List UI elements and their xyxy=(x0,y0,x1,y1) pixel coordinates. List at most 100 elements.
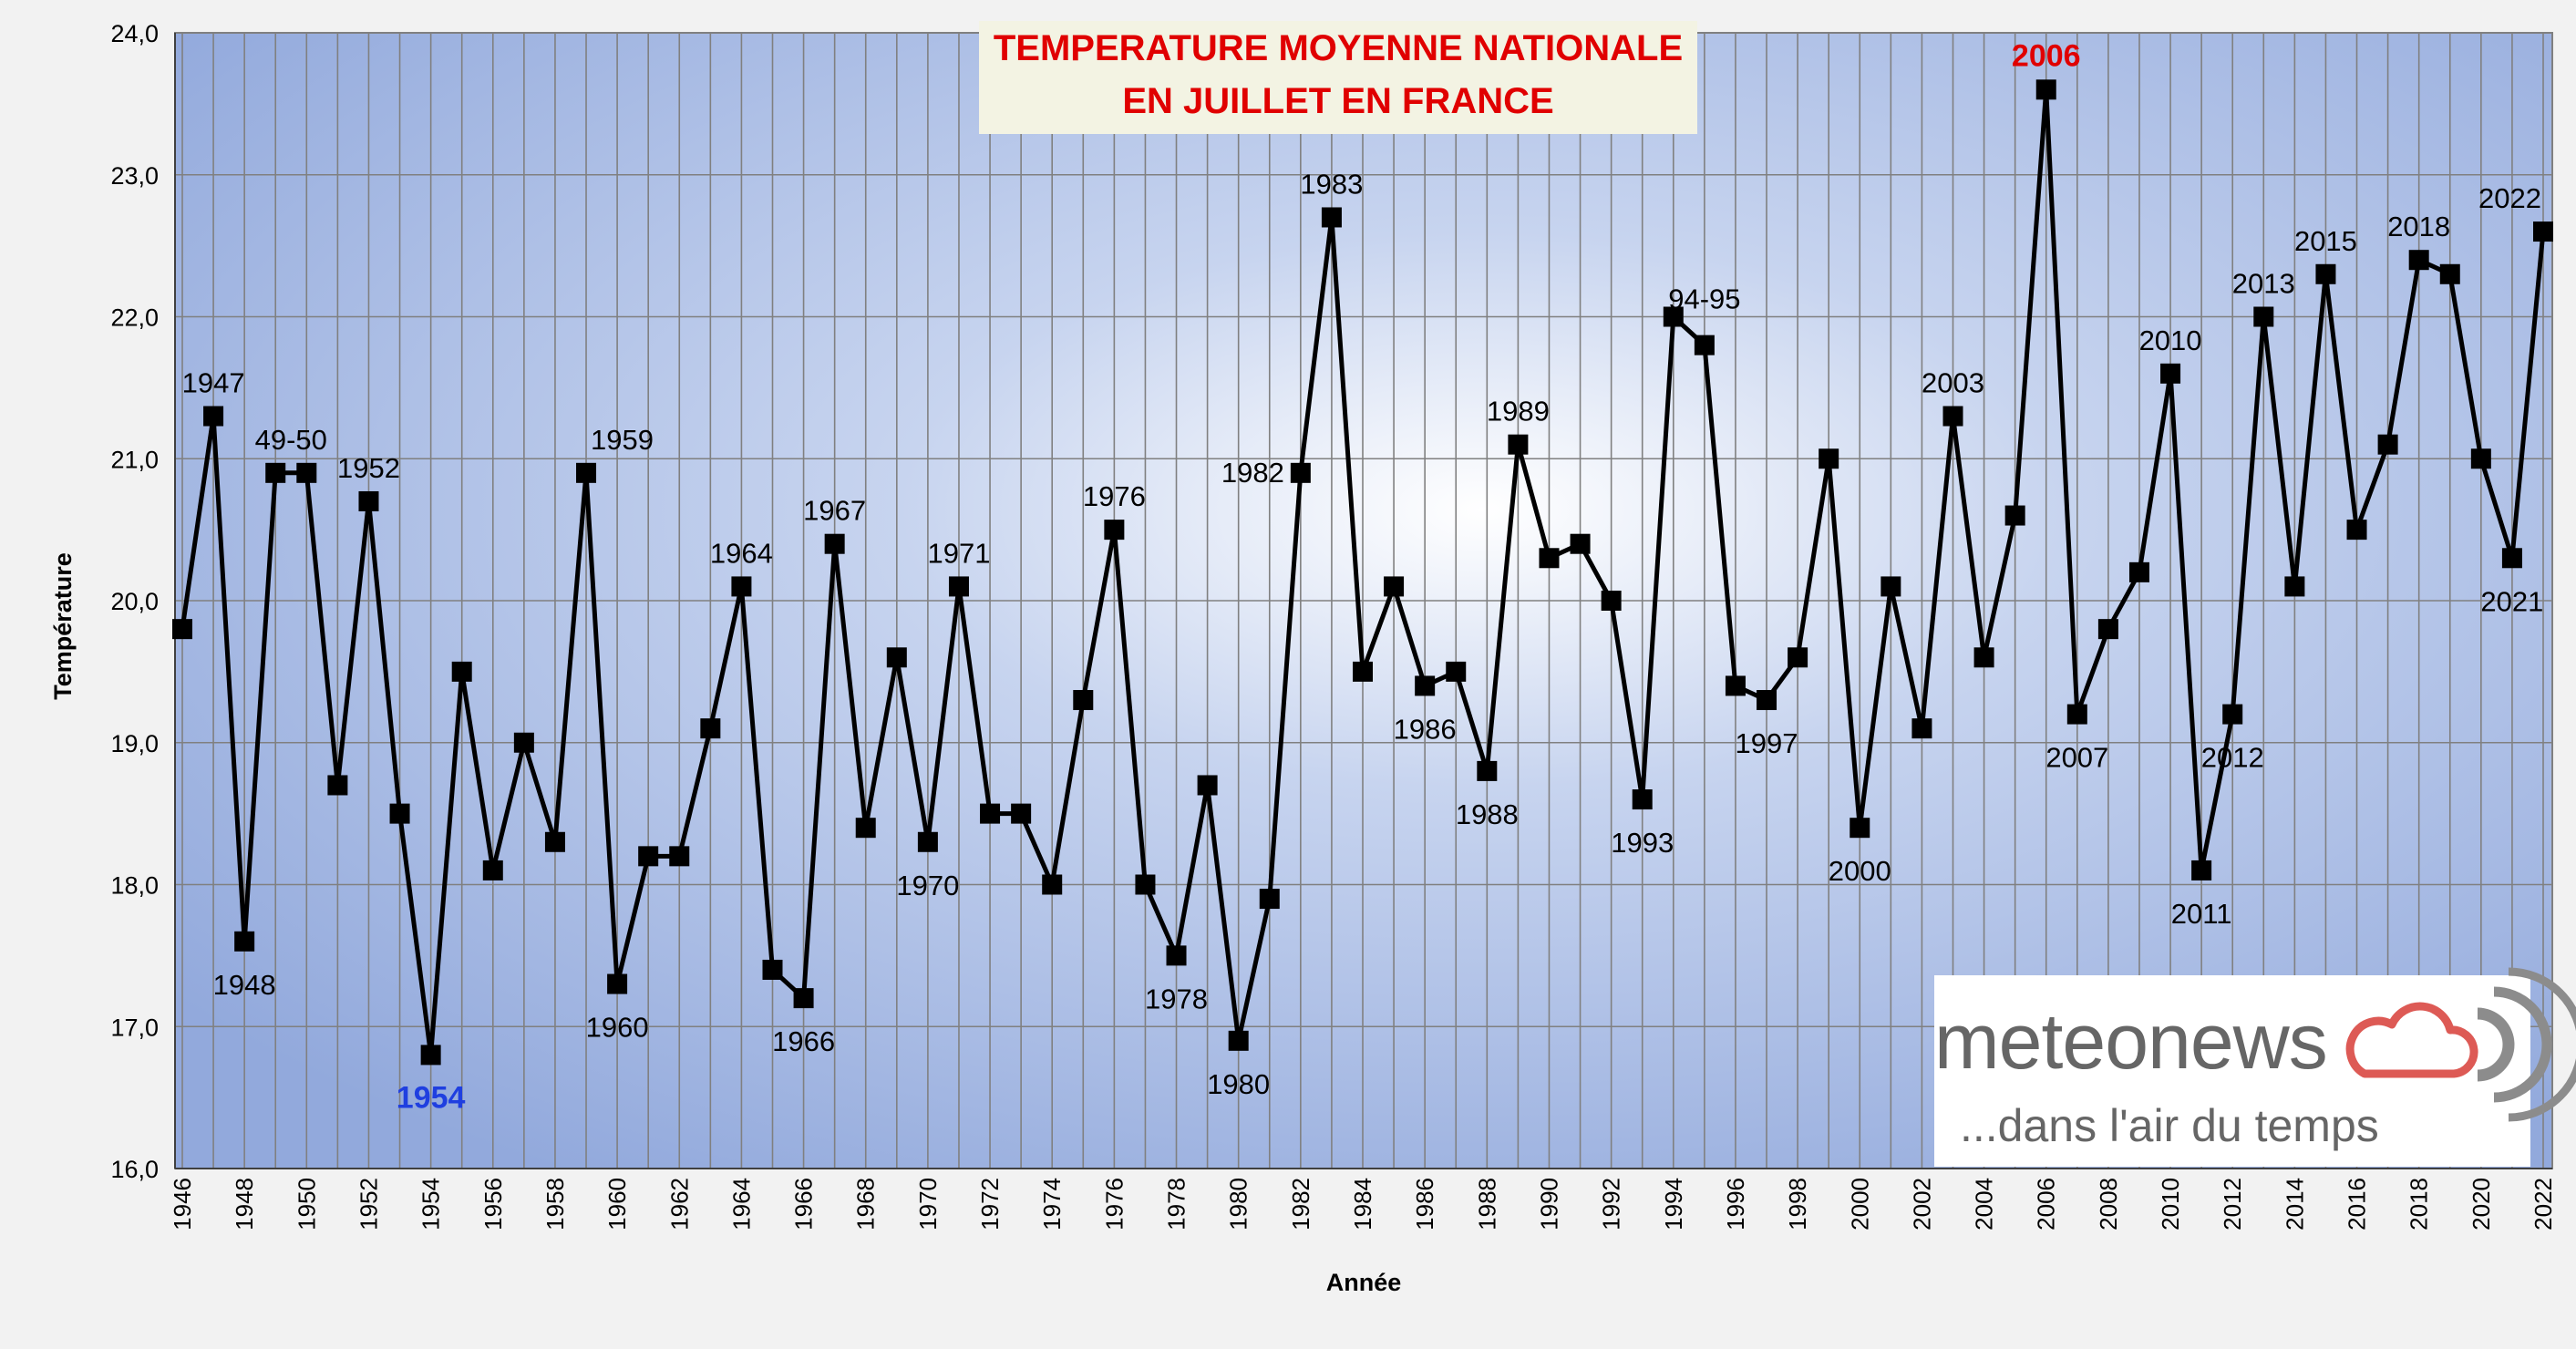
annotation-label: 2015 xyxy=(2294,225,2357,257)
data-point xyxy=(2097,619,2118,640)
data-point xyxy=(1353,661,1373,682)
x-tick-label: 2002 xyxy=(1908,1178,1935,1231)
data-point xyxy=(1880,576,1901,597)
data-point xyxy=(1477,760,1498,781)
data-point xyxy=(1073,690,1094,711)
y-tick-label: 19,0 xyxy=(110,730,159,757)
data-point xyxy=(1694,335,1715,355)
annotation-label: 1986 xyxy=(1394,713,1457,745)
data-point xyxy=(1570,533,1591,554)
data-point xyxy=(1757,690,1777,711)
x-tick-label: 1998 xyxy=(1784,1178,1811,1231)
data-point xyxy=(1663,306,1684,327)
signal-wave-icon xyxy=(2493,986,2552,1103)
x-tick-label: 2018 xyxy=(2406,1178,2433,1231)
annotation-label: 1966 xyxy=(772,1025,835,1057)
logo-tagline: ...dans l'air du temps xyxy=(1960,1100,2379,1151)
data-point xyxy=(1725,675,1746,696)
data-point xyxy=(669,846,690,867)
annotation-label: 1960 xyxy=(586,1012,649,1044)
x-tick-label: 1978 xyxy=(1163,1178,1190,1231)
x-tick-label: 1962 xyxy=(665,1178,693,1231)
annotation-label: 2018 xyxy=(2387,211,2450,242)
chart-title-line: TEMPERATURE MOYENNE NATIONALE xyxy=(994,28,1683,68)
data-point xyxy=(1446,661,1467,682)
data-point xyxy=(1321,207,1342,228)
y-tick-label: 17,0 xyxy=(110,1014,159,1041)
x-tick-label: 1974 xyxy=(1038,1178,1066,1231)
data-point xyxy=(265,462,286,483)
annotation-label: 1978 xyxy=(1145,983,1208,1014)
x-tick-label: 2000 xyxy=(1846,1178,1873,1231)
annotation-label: 1988 xyxy=(1456,798,1519,830)
annotation-label: 1997 xyxy=(1736,727,1798,759)
annotation-label: 2013 xyxy=(2232,268,2295,300)
annotation-label: 2022 xyxy=(2478,182,2541,214)
annotation-label: 2000 xyxy=(1829,855,1891,887)
data-point xyxy=(948,576,969,597)
data-point xyxy=(1942,406,1963,427)
annotation-label: 1983 xyxy=(1300,168,1363,200)
data-point xyxy=(762,959,783,980)
x-tick-label: 1986 xyxy=(1411,1178,1438,1231)
data-point xyxy=(917,831,938,852)
data-point xyxy=(855,818,876,839)
x-tick-label: 1948 xyxy=(231,1178,258,1231)
data-point xyxy=(2470,448,2491,469)
data-point xyxy=(420,1045,441,1066)
signal-wave-icon xyxy=(2508,967,2576,1122)
y-tick-label: 16,0 xyxy=(110,1156,159,1183)
data-point xyxy=(513,732,534,753)
data-point xyxy=(1539,548,1560,569)
data-point xyxy=(1259,889,1280,910)
data-point xyxy=(731,576,752,597)
data-point xyxy=(576,462,597,483)
data-point xyxy=(1166,945,1187,966)
x-tick-label: 1994 xyxy=(1660,1178,1687,1231)
data-point xyxy=(358,490,379,511)
cloud-icon xyxy=(2345,1002,2478,1078)
data-point xyxy=(2160,363,2181,384)
annotation-label: 1971 xyxy=(927,537,990,569)
data-point xyxy=(2377,434,2398,455)
data-point xyxy=(1197,775,1218,796)
x-tick-label: 1976 xyxy=(1100,1178,1128,1231)
y-tick-label: 18,0 xyxy=(110,872,159,900)
x-tick-label: 1954 xyxy=(417,1178,445,1231)
x-tick-label: 1956 xyxy=(479,1178,507,1231)
annotation-label: 1948 xyxy=(213,969,276,1001)
data-point xyxy=(2439,263,2460,284)
x-tick-label: 1982 xyxy=(1287,1178,1314,1231)
x-tick-label: 1990 xyxy=(1535,1178,1562,1231)
x-tick-label: 2008 xyxy=(2095,1178,2122,1231)
data-point xyxy=(1042,874,1063,895)
annotation-label: 2006 xyxy=(2012,38,2081,73)
x-tick-label: 1984 xyxy=(1349,1178,1376,1231)
x-axis-label: Année xyxy=(1326,1269,1402,1296)
x-tick-label: 1968 xyxy=(852,1178,880,1231)
annotation-label: 1964 xyxy=(710,537,773,569)
data-point xyxy=(2533,221,2553,242)
x-tick-label: 2004 xyxy=(1971,1178,1998,1231)
data-point xyxy=(607,973,628,994)
annotation-label: 1976 xyxy=(1083,480,1146,512)
data-point xyxy=(824,533,845,554)
x-tick-label: 1964 xyxy=(727,1178,755,1231)
x-tick-label: 1988 xyxy=(1473,1178,1500,1231)
x-tick-label: 1992 xyxy=(1598,1178,1625,1231)
annotation-label: 1959 xyxy=(591,424,654,456)
data-point xyxy=(2253,306,2274,327)
data-point xyxy=(1415,675,1436,696)
signal-wave-icon xyxy=(2477,1007,2515,1082)
data-point xyxy=(2346,520,2367,541)
title-box xyxy=(979,21,1697,134)
annotation-label: 1970 xyxy=(896,870,959,901)
logo-name: meteonews xyxy=(1934,998,2327,1086)
data-point xyxy=(327,775,348,796)
data-point xyxy=(1228,1030,1249,1051)
y-tick-label: 23,0 xyxy=(110,162,159,190)
annotation-label: 1980 xyxy=(1207,1068,1270,1100)
data-point xyxy=(172,619,192,640)
